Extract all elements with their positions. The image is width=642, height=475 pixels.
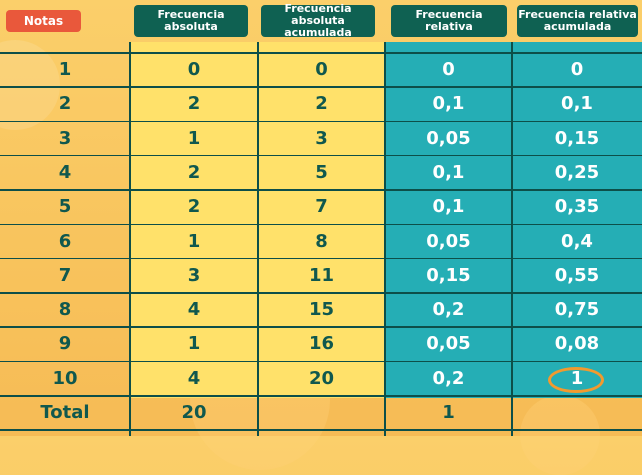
cell-nota: 3	[58, 127, 72, 149]
cell-fr: 0,05	[426, 230, 471, 252]
row-divider	[0, 223, 642, 225]
cell-fra: 0,35	[554, 196, 600, 218]
row-divider	[0, 429, 642, 431]
header-notas: Notas	[6, 10, 81, 32]
column-divider	[257, 42, 259, 436]
cell-fr: 0,05	[426, 127, 471, 149]
cell-fra: 0,25	[554, 161, 600, 183]
cell-fa: 3	[187, 264, 201, 286]
cell-nota: 9	[58, 333, 72, 355]
row-divider	[0, 154, 642, 157]
cell-fr: 0,1	[432, 196, 465, 218]
cell-fra: 0	[570, 59, 584, 80]
row-divider	[0, 52, 642, 54]
column-divider	[511, 42, 513, 436]
cell-faa: 0	[315, 59, 328, 80]
cell-faa: 7	[315, 196, 328, 218]
cell-nota: 6	[58, 230, 72, 252]
cell-fa: 4	[187, 299, 201, 321]
cell-faa: 3	[315, 127, 328, 149]
cell-fr: 0,2	[432, 299, 465, 321]
cell-nota: 8	[58, 299, 72, 321]
cell-nota: 10	[52, 367, 78, 389]
total-fa: 20	[181, 402, 207, 423]
cell-faa: 20	[308, 367, 335, 389]
cell-fa: 1	[187, 230, 201, 252]
cell-fa: 2	[187, 93, 201, 115]
highlight-circle	[548, 367, 604, 393]
cell-fra: 0,15	[554, 127, 600, 149]
row-divider	[0, 120, 642, 123]
frecuencia-relativa-columns-bg	[385, 42, 642, 398]
header-frecuencia-absoluta: Frecuencia absoluta	[134, 5, 248, 37]
cell-nota: 5	[58, 196, 72, 218]
decor-blob	[520, 395, 600, 475]
header-frecuencia-absoluta-acumulada: Frecuencia absoluta acumulada	[261, 3, 375, 39]
cell-fra: 0,55	[554, 264, 600, 286]
cell-fra: 0,08	[554, 333, 600, 355]
row-divider	[0, 395, 642, 397]
row-divider	[0, 86, 642, 88]
cell-faa: 11	[308, 264, 335, 286]
total-fr: 1	[442, 402, 455, 423]
row-divider	[0, 189, 642, 191]
row-divider	[0, 292, 642, 294]
cell-fa: 1	[187, 127, 201, 149]
total-label: Total	[40, 402, 90, 423]
cell-fa: 1	[187, 333, 201, 355]
header-frecuencia-relativa-acumulada: Frecuencia relativa acumulada	[517, 5, 638, 37]
row-divider	[0, 360, 642, 363]
cell-fa: 2	[187, 161, 201, 183]
cell-fra: 0,4	[561, 230, 593, 252]
cell-nota: 1	[58, 59, 72, 80]
cell-nota: 4	[58, 161, 72, 183]
row-divider	[0, 326, 642, 328]
cell-fr: 0,1	[432, 161, 465, 183]
cell-faa: 16	[308, 333, 335, 355]
cell-fa: 0	[187, 59, 201, 80]
column-divider	[384, 42, 386, 436]
cell-faa: 15	[308, 299, 335, 321]
cell-fr: 0,2	[432, 367, 465, 389]
cell-nota: 2	[58, 93, 72, 115]
cell-nota: 7	[58, 264, 72, 286]
row-divider	[0, 257, 642, 260]
cell-fr: 0,1	[432, 93, 465, 115]
column-divider	[129, 42, 131, 436]
cell-fa: 4	[187, 367, 201, 389]
cell-fr: 0	[442, 59, 455, 80]
cell-faa: 2	[315, 93, 328, 115]
cell-fa: 2	[187, 196, 201, 218]
cell-fra: 0,75	[554, 299, 600, 321]
cell-fr: 0,05	[426, 333, 471, 355]
cell-fra: 0,1	[561, 93, 593, 115]
cell-faa: 5	[315, 161, 328, 183]
header-frecuencia-relativa: Frecuencia relativa	[391, 5, 507, 37]
cell-faa: 8	[315, 230, 328, 252]
cell-fr: 0,15	[426, 264, 471, 286]
